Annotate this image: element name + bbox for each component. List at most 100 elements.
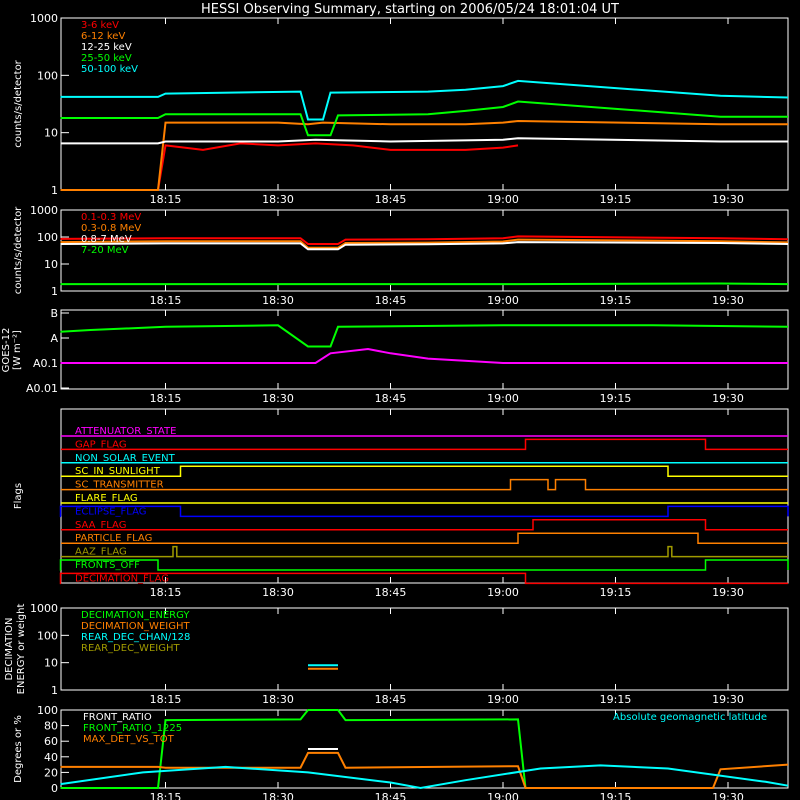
rear_rates-x-tick-label: 18:45 [375, 294, 407, 307]
ratios-y-tick-label: 40 [44, 751, 58, 764]
flags-series-9 [61, 545, 788, 558]
decimation-y-tick-label: 1000 [30, 602, 58, 615]
ratios-legend-0: FRONT_RATIO [83, 712, 152, 723]
rear_rates-legend-1: 0.3-0.8 MeV [81, 223, 141, 234]
ratios-y-tick-label: 100 [37, 704, 58, 717]
rates-legend-3: 25-50 keV [81, 53, 132, 64]
chart-title: HESSI Observing Summary, starting on 200… [201, 2, 619, 17]
goes-series-1 [60, 347, 788, 364]
rear_rates-legend-0: 0.1-0.3 MeV [81, 212, 141, 223]
rates-y-tick-label: 10 [44, 127, 58, 140]
rear_rates-x-tick-label: 19:00 [487, 294, 519, 307]
rates-series-4 [60, 79, 789, 121]
decimation-frame [60, 607, 789, 691]
flags-label-3: SC_IN_SUNLIGHT [75, 466, 161, 477]
flags-label-8: PARTICLE_FLAG [75, 533, 152, 544]
rates-y-tick-label: 1000 [30, 12, 58, 25]
ratios-x-tick-label: 19:15 [600, 791, 632, 800]
goes-x-tick-label: 18:45 [375, 392, 407, 405]
flags-label-7: SAA_FLAG [75, 520, 126, 531]
rates-series-2 [60, 137, 788, 145]
decimation-ylabel-line2: ENERGY or weight [16, 604, 27, 695]
flags-series-1 [61, 438, 788, 451]
rates-series-0 [60, 142, 519, 191]
flags-label-5: FLARE_FLAG [75, 493, 138, 504]
flags-label-10: FRONTS_OFF [75, 560, 140, 571]
decimation-y-tick-label: 1 [51, 684, 58, 697]
decimation-legend-3: REAR_DEC_WEIGHT [81, 643, 180, 654]
decimation-x-tick-label: 19:00 [487, 693, 519, 706]
rear_rates-y-tick-label: 1 [51, 285, 58, 298]
flags-x-tick-label: 19:30 [712, 586, 744, 599]
rear_rates-ylabel: counts/s/detector [13, 206, 24, 294]
flags-label-2: NON_SOLAR_EVENT [75, 453, 176, 464]
decimation-y-tick-label: 10 [44, 657, 58, 670]
ratios-ylabel: Degrees or % [13, 715, 24, 783]
rates-y-tick-label: 100 [37, 69, 58, 82]
ratios-annotation: Absolute geomagnetic latitude [613, 712, 767, 723]
rates-legend-4: 50-100 keV [81, 64, 138, 75]
goes-frame [60, 309, 789, 390]
rear_rates-legend-2: 0.8-7 MeV [81, 234, 132, 245]
flags-label-9: AAZ_FLAG [75, 547, 127, 558]
goes-ylabel: GOES-12 [1, 328, 12, 373]
rear_rates-series-0 [60, 235, 789, 245]
goes-y-tick-label: A [50, 332, 58, 345]
rates-legend-1: 6-12 keV [81, 31, 125, 42]
rear_rates-x-tick-label: 18:15 [150, 294, 182, 307]
flags-series-10 [59, 559, 789, 571]
flags-series-4 [61, 478, 788, 491]
rear_rates-x-tick-label: 18:30 [262, 294, 294, 307]
goes-y-tick-label: B [50, 307, 58, 320]
goes-series-0 [60, 324, 789, 348]
flags-frame [60, 408, 789, 584]
rates-x-tick-label: 18:45 [375, 193, 407, 206]
ratios-y-tick-label: 60 [44, 735, 58, 748]
rates-ylabel: counts/s/detector [13, 59, 24, 147]
ratios-x-tick-label: 19:00 [487, 791, 519, 800]
flags-series-7 [61, 519, 788, 531]
ratios-series-2 [60, 751, 789, 789]
goes-y-tick-label: A0.01 [26, 382, 58, 395]
flags-x-tick-label: 19:15 [600, 586, 632, 599]
rates-x-tick-label: 19:00 [487, 193, 519, 206]
rear_rates-series-3 [60, 282, 789, 286]
decimation-x-tick-label: 18:45 [375, 693, 407, 706]
flags-series-8 [61, 532, 788, 544]
rear_rates-series-2 [60, 241, 789, 251]
decimation-x-tick-label: 19:30 [712, 693, 744, 706]
rear_rates-x-tick-label: 19:30 [712, 294, 744, 307]
goes-y-tick-label: A0.1 [33, 357, 58, 370]
flags-label-6: ECLIPSE_FLAG [75, 506, 146, 517]
rates-x-tick-label: 19:15 [600, 193, 632, 206]
ratios-x-tick-label: 18:30 [262, 791, 294, 800]
flags-series-11 [59, 572, 788, 585]
goes-x-tick-label: 18:15 [150, 392, 182, 405]
ratios-x-tick-label: 18:45 [375, 791, 407, 800]
decimation-x-tick-label: 18:30 [262, 693, 294, 706]
flags-x-tick-label: 18:45 [375, 586, 407, 599]
flags-label-1: GAP_FLAG [75, 439, 127, 450]
ratios-y-tick-label: 0 [51, 782, 58, 795]
decimation-legend-0: DECIMATION_ENERGY [81, 610, 190, 621]
decimation-x-tick-label: 19:15 [600, 693, 632, 706]
ratios-x-tick-label: 18:15 [150, 791, 182, 800]
goes-x-tick-label: 19:30 [712, 392, 744, 405]
decimation-y-tick-label: 100 [37, 629, 58, 642]
rear_rates-y-tick-label: 100 [37, 231, 58, 244]
flags-x-tick-label: 18:15 [150, 586, 182, 599]
flags-x-tick-label: 19:00 [487, 586, 519, 599]
goes-x-tick-label: 19:00 [487, 392, 519, 405]
decimation-ylabel-line1: DECIMATION [4, 617, 15, 680]
flags-ylabel: Flags [13, 483, 24, 509]
decimation-x-tick-label: 18:15 [150, 693, 182, 706]
flags-label-11: DECIMATION_FLAG [75, 573, 169, 584]
goes-x-tick-label: 18:30 [262, 392, 294, 405]
decimation-legend-2: REAR_DEC_CHAN/128 [81, 632, 190, 643]
ratios-series-1 [60, 709, 527, 789]
goes-x-tick-label: 19:15 [600, 392, 632, 405]
rear_rates-legend-3: 7-20 MeV [81, 245, 129, 256]
flags-series-6 [59, 505, 789, 518]
rear_rates-y-tick-label: 10 [44, 258, 58, 271]
